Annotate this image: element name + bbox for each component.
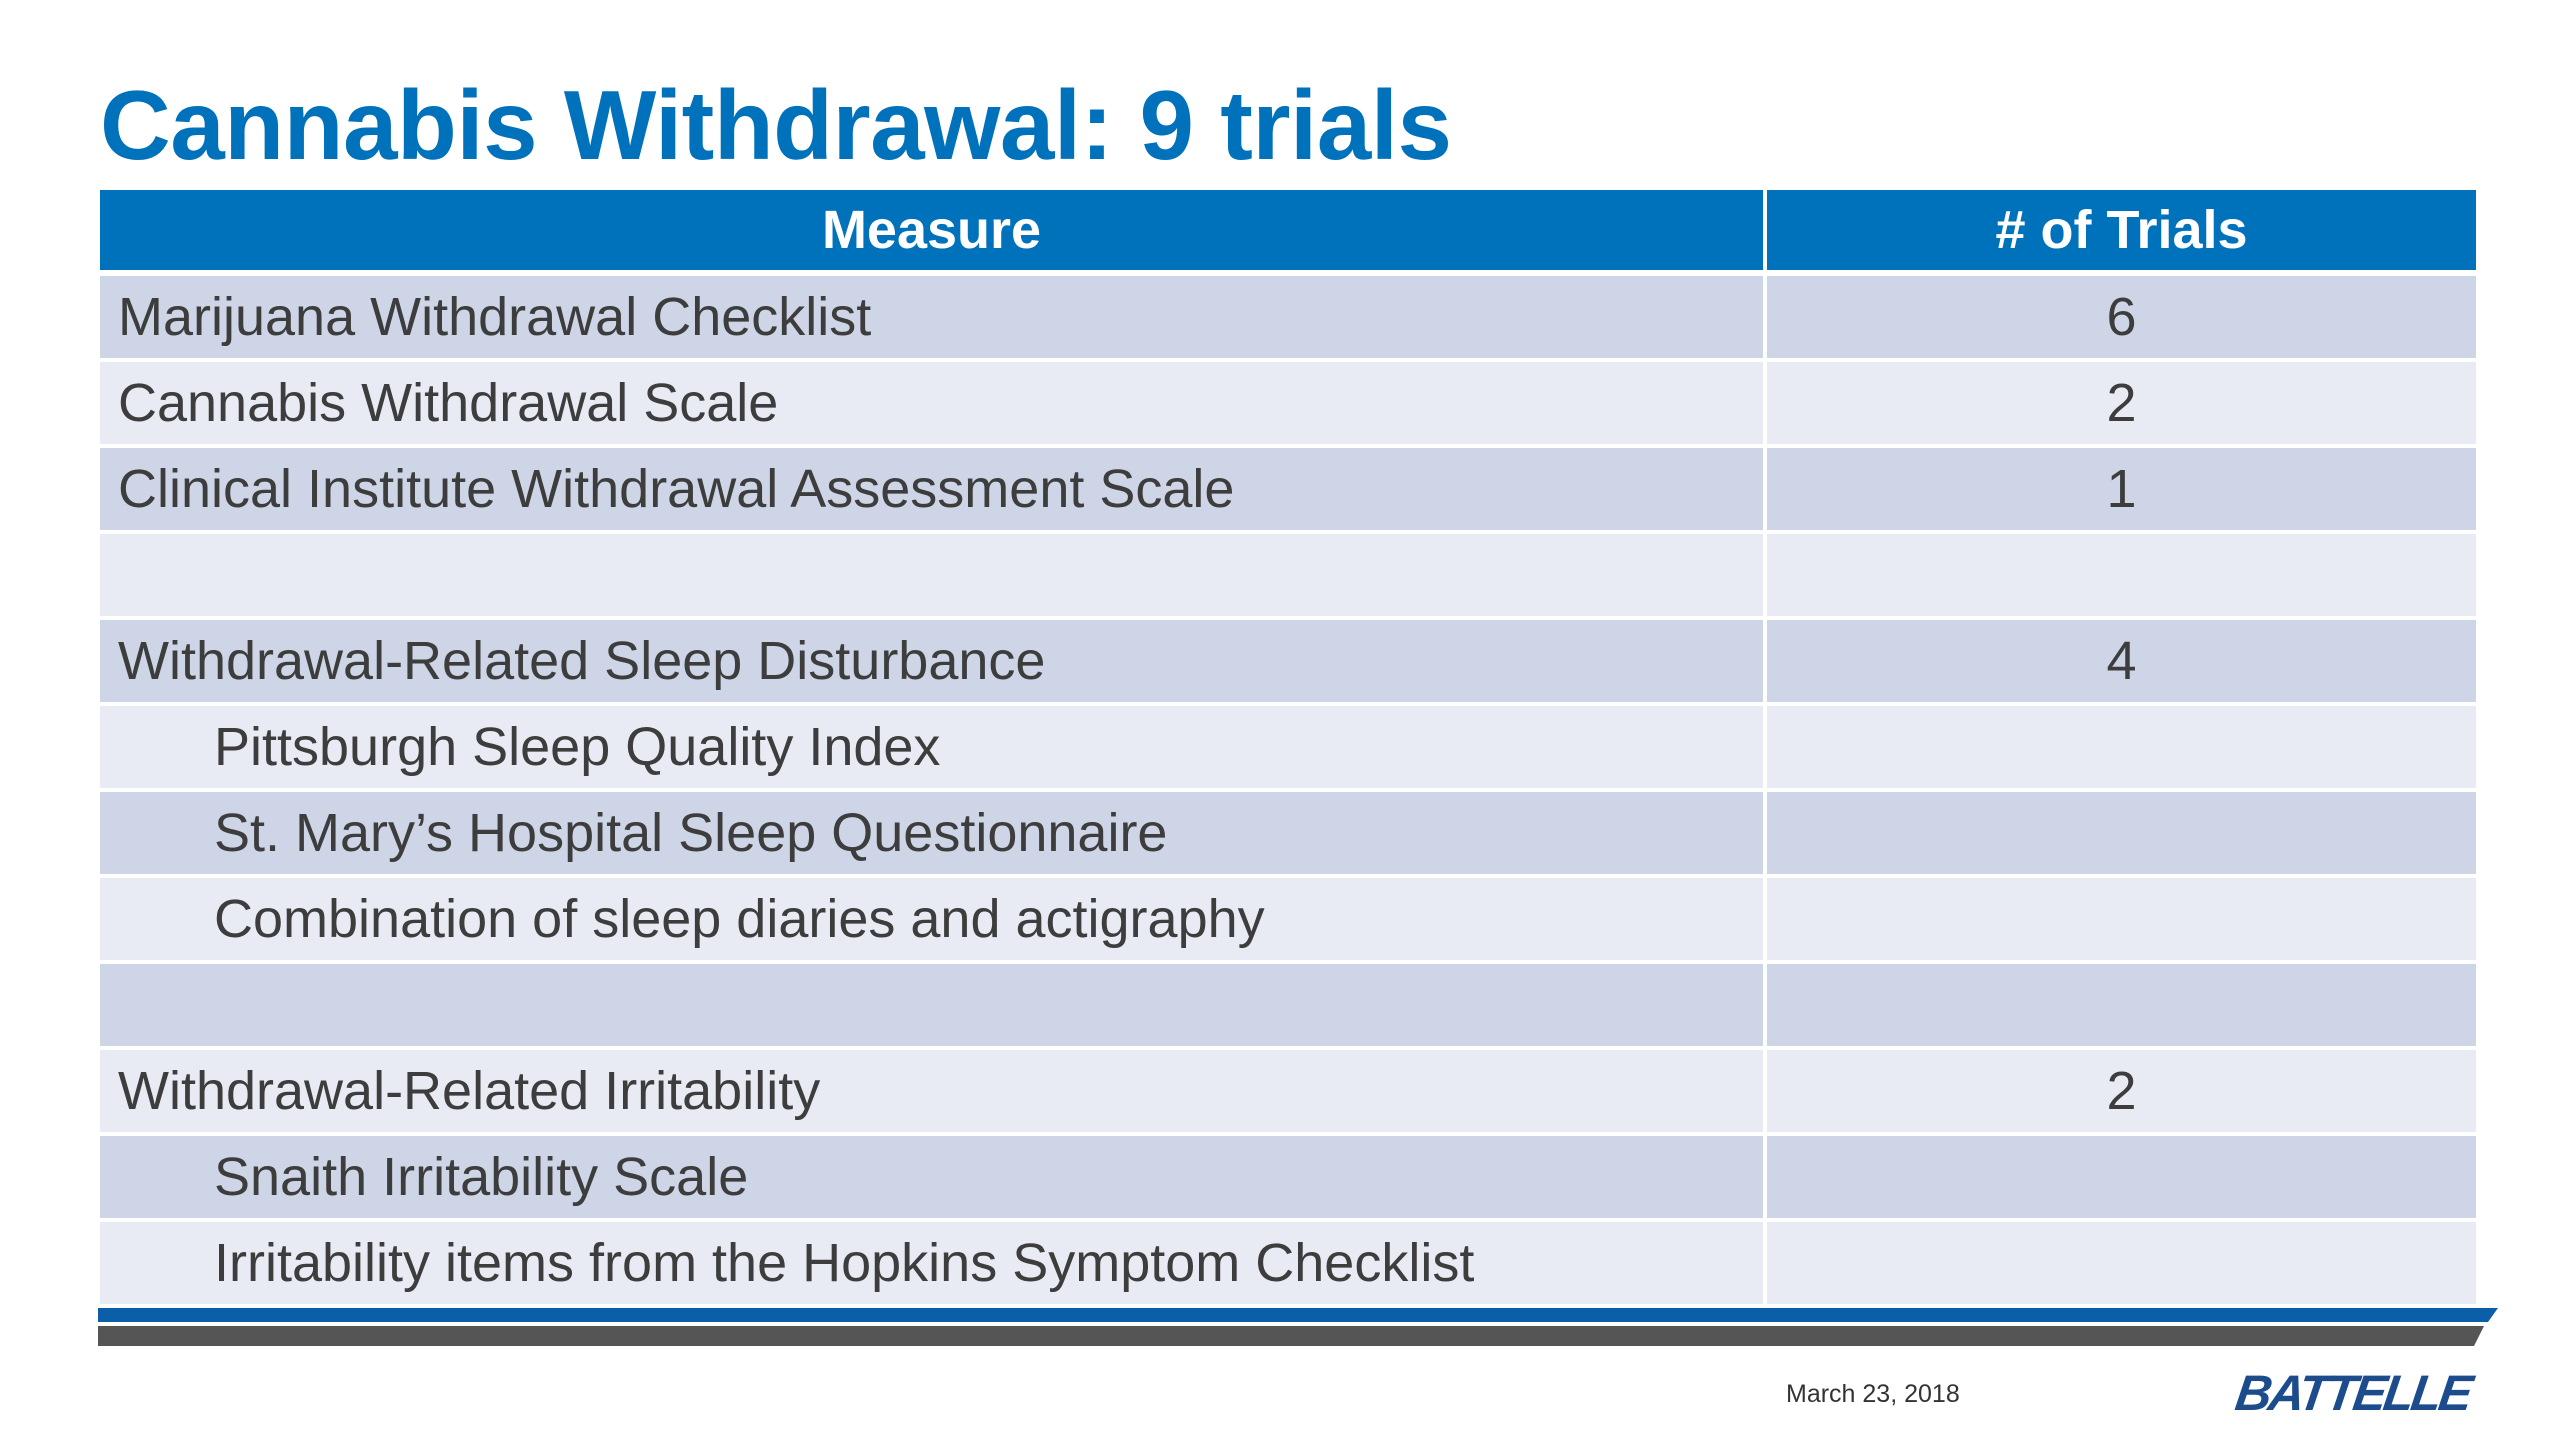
- table-row: Snaith Irritability Scale: [100, 1136, 2476, 1218]
- measure-cell: Clinical Institute Withdrawal Assessment…: [100, 448, 1763, 530]
- table-row-spacer: [100, 964, 2476, 1046]
- header-trials: # of Trials: [1767, 190, 2476, 270]
- measure-cell: Marijuana Withdrawal Checklist: [100, 276, 1763, 358]
- table-row: Combination of sleep diaries and actigra…: [100, 878, 2476, 960]
- trials-cell: 4: [1767, 620, 2476, 702]
- trials-cell: 2: [1767, 1050, 2476, 1132]
- trials-cell: [1767, 964, 2476, 1046]
- measure-cell: [100, 534, 1763, 616]
- measure-cell: Withdrawal-Related Irritability: [100, 1050, 1763, 1132]
- table-header-row: Measure # of Trials: [100, 190, 2476, 270]
- trials-cell: [1767, 792, 2476, 874]
- footer-stripe-blue: [98, 1308, 2498, 1322]
- table-row: Irritability items from the Hopkins Symp…: [100, 1222, 2476, 1304]
- table-row: Withdrawal-Related Irritability 2: [100, 1050, 2476, 1132]
- table-row: Pittsburgh Sleep Quality Index: [100, 706, 2476, 788]
- trials-cell: 2: [1767, 362, 2476, 444]
- measure-cell-sub: Irritability items from the Hopkins Symp…: [100, 1222, 1763, 1304]
- measure-cell-sub: St. Mary’s Hospital Sleep Questionnaire: [100, 792, 1763, 874]
- battelle-logo: BATTELLE: [2232, 1365, 2474, 1421]
- measure-cell-sub: Pittsburgh Sleep Quality Index: [100, 706, 1763, 788]
- trials-cell: 6: [1767, 276, 2476, 358]
- trials-cell: [1767, 878, 2476, 960]
- measures-table: Measure # of Trials Marijuana Withdrawal…: [100, 190, 2476, 1308]
- footer-stripe-gray: [98, 1326, 2484, 1346]
- trials-cell: [1767, 534, 2476, 616]
- trials-cell: [1767, 1136, 2476, 1218]
- trials-cell: 1: [1767, 448, 2476, 530]
- measure-cell: Withdrawal-Related Sleep Disturbance: [100, 620, 1763, 702]
- header-measure: Measure: [100, 190, 1763, 270]
- table-row: Withdrawal-Related Sleep Disturbance 4: [100, 620, 2476, 702]
- slide-title: Cannabis Withdrawal: 9 trials: [100, 70, 1452, 180]
- trials-cell: [1767, 1222, 2476, 1304]
- measure-cell-sub: Snaith Irritability Scale: [100, 1136, 1763, 1218]
- footer-date: March 23, 2018: [1786, 1380, 1960, 1408]
- table-row: Cannabis Withdrawal Scale 2: [100, 362, 2476, 444]
- table-row: Clinical Institute Withdrawal Assessment…: [100, 448, 2476, 530]
- measure-cell: [100, 964, 1763, 1046]
- trials-cell: [1767, 706, 2476, 788]
- measure-cell-sub: Combination of sleep diaries and actigra…: [100, 878, 1763, 960]
- measure-cell: Cannabis Withdrawal Scale: [100, 362, 1763, 444]
- table-row: Marijuana Withdrawal Checklist 6: [100, 276, 2476, 358]
- footer-stripe: [98, 1308, 2498, 1346]
- table-row-spacer: [100, 534, 2476, 616]
- table-row: St. Mary’s Hospital Sleep Questionnaire: [100, 792, 2476, 874]
